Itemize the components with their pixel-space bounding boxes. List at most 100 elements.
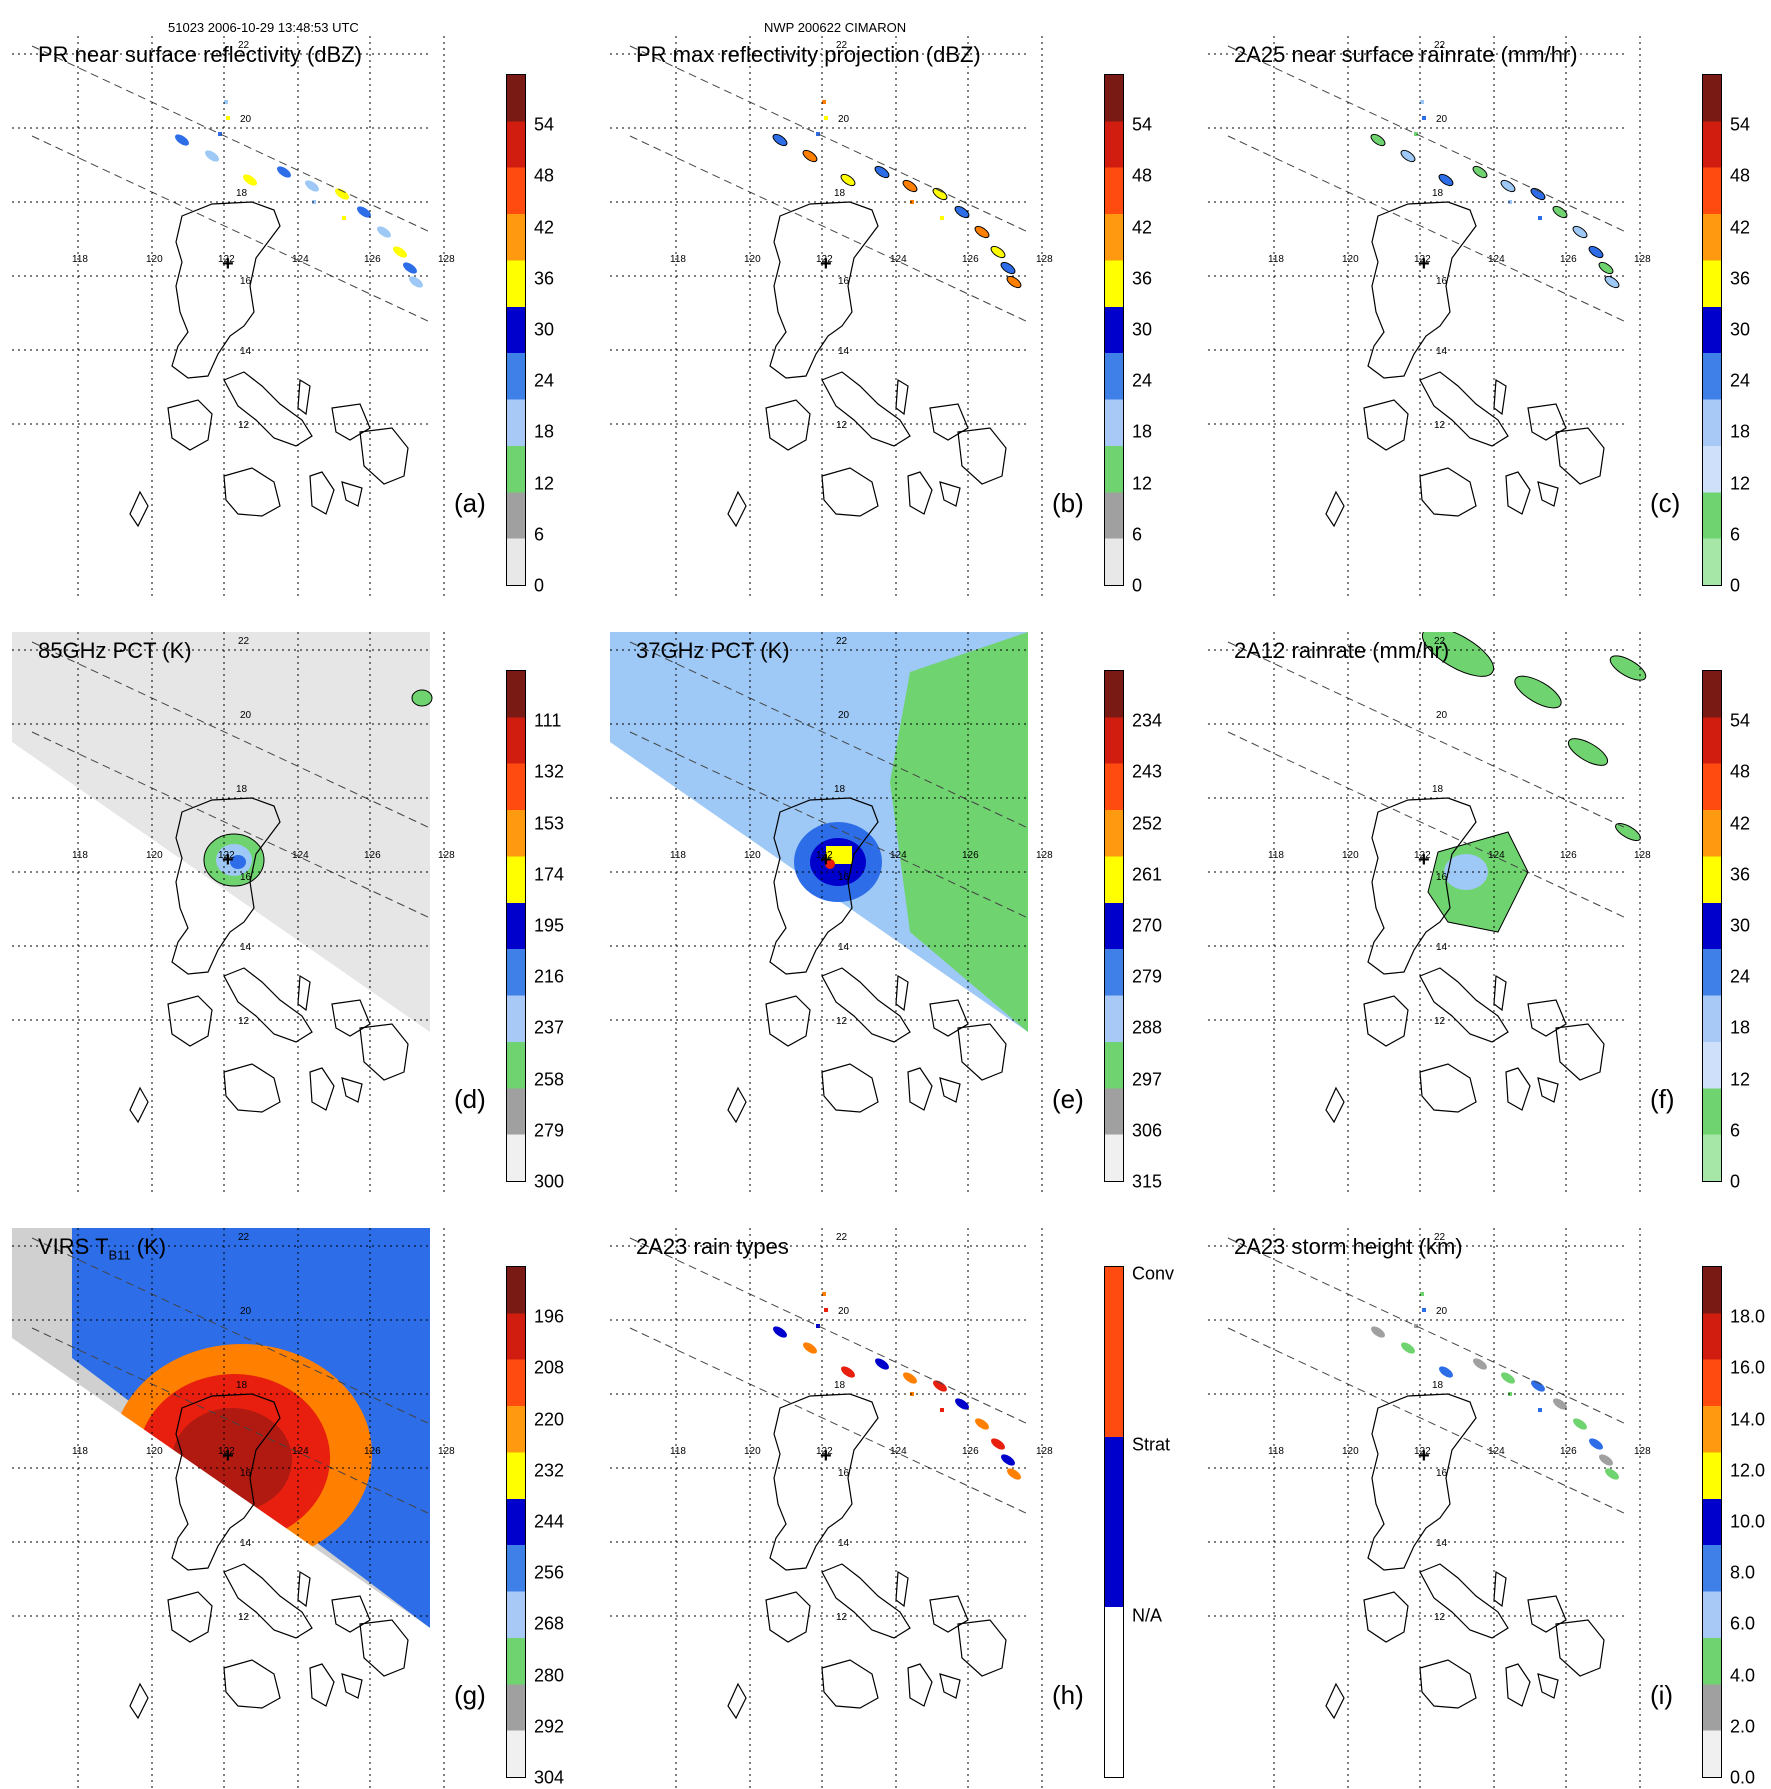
panel-letter: (e) — [1052, 1084, 1084, 1114]
lon-label: 124 — [1488, 1446, 1505, 1457]
colorbar-tick: 208 — [534, 1357, 565, 1378]
lat-label: 20 — [838, 114, 850, 125]
lat-label: 12 — [1434, 420, 1446, 431]
storm-name-header: NWP 200622 CIMARON — [764, 20, 907, 35]
panel-b: +118 120 122 124 126 128 22 20 18 16 14 12 PR max re… — [610, 36, 1190, 596]
map-a: +118 120 122 124 126 128 22 20 18 16 14 12 — [12, 36, 455, 596]
colorbar-tick: 256 — [534, 1562, 565, 1583]
lon-label: 120 — [744, 254, 761, 265]
lat-label: 22 — [1434, 40, 1446, 51]
lat-label: 22 — [238, 1232, 250, 1243]
colorbar-tick: 12.0 — [1730, 1460, 1766, 1481]
colorbar-tick: 48 — [534, 165, 555, 186]
colorbar — [1104, 1266, 1124, 1778]
colorbar-tick: 244 — [534, 1511, 565, 1532]
lat-label: 16 — [240, 1468, 252, 1479]
colorbar — [506, 1266, 526, 1778]
colorbar-tick: 18.0 — [1730, 1306, 1766, 1327]
lon-label: 126 — [1560, 254, 1577, 265]
colorbar-tick: 24 — [534, 370, 555, 391]
lat-label: 18 — [1432, 188, 1444, 199]
colorbar — [1104, 670, 1124, 1182]
colorbar — [1702, 670, 1722, 1182]
map-b: +118 120 122 124 126 128 22 20 18 16 14 12 — [610, 36, 1053, 596]
lat-label: 18 — [834, 784, 846, 795]
colorbar-tick: 237 — [534, 1017, 565, 1038]
lat-label: 14 — [240, 1538, 252, 1549]
colorbar-tick: 30 — [1730, 319, 1751, 340]
colorbar-tick: 0 — [1730, 575, 1741, 596]
lon-label: 124 — [1488, 254, 1505, 265]
lat-label: 14 — [240, 346, 252, 357]
colorbar-tick: 12 — [534, 473, 555, 494]
lat-label: 22 — [836, 1232, 848, 1243]
lat-label: 18 — [236, 1380, 248, 1391]
colorbar-tick: 6.0 — [1730, 1613, 1756, 1634]
lon-label: 124 — [1488, 850, 1505, 861]
colorbar-tick: 10.0 — [1730, 1511, 1766, 1532]
lat-label: 16 — [1436, 1468, 1448, 1479]
colorbar-tick: 315 — [1132, 1171, 1163, 1192]
lon-label: 126 — [364, 850, 381, 861]
panel-title: 2A12 rainrate (mm/hr) — [1234, 638, 1450, 663]
colorbar-tick: 288 — [1132, 1017, 1163, 1038]
colorbar-tick: 54 — [1132, 114, 1153, 135]
lat-label: 12 — [238, 1612, 250, 1623]
panel-h: +118 120 122 124 126 128 22 20 18 16 14 12 2A23 rain… — [610, 1228, 1190, 1788]
lat-label: 14 — [240, 942, 252, 953]
field-layer — [1421, 632, 1647, 933]
lon-label: 128 — [438, 254, 455, 265]
panel-title: VIRS TB11 (K) — [38, 1234, 167, 1263]
panel-f: +118 120 122 124 126 128 22 20 18 16 14 12 2A12 rain… — [1208, 632, 1771, 1192]
colorbar-tick: 48 — [1730, 761, 1751, 782]
colorbar-tick: 243 — [1132, 761, 1163, 782]
lon-label: 124 — [292, 1446, 309, 1457]
panel-letter: (i) — [1650, 1680, 1674, 1710]
lon-label: 118 — [1268, 1446, 1284, 1457]
lat-label: 12 — [836, 1016, 848, 1027]
panel-title: PR near surface reflectivity (dBZ) — [38, 42, 362, 67]
storm-center-marker: + — [222, 1445, 234, 1467]
lon-label: 118 — [670, 850, 686, 861]
lat-label: 22 — [238, 636, 250, 647]
lon-label: 126 — [364, 254, 381, 265]
colorbar-tick: 234 — [1132, 710, 1163, 731]
colorbar-tick: 8.0 — [1730, 1562, 1756, 1583]
panel-title: PR max reflectivity projection (dBZ) — [636, 42, 981, 67]
colorbar-tick: 6 — [1730, 524, 1741, 545]
field-layer — [1370, 100, 1620, 289]
lon-label: 128 — [1634, 1446, 1651, 1457]
lon-label: 122 — [218, 254, 235, 265]
colorbar-tick: 220 — [534, 1409, 565, 1430]
lat-label: 14 — [838, 346, 850, 357]
lat-label: 20 — [1436, 1306, 1448, 1317]
storm-center-marker: + — [222, 849, 234, 871]
panel-letter: (f) — [1650, 1084, 1675, 1114]
colorbar-tick: 54 — [1730, 114, 1751, 135]
lon-label: 122 — [1414, 1446, 1431, 1457]
colorbar-tick: 306 — [1132, 1120, 1163, 1141]
coastline — [129, 201, 409, 528]
field-layer — [1371, 1292, 1619, 1480]
panel-letter: (a) — [454, 488, 486, 518]
coastline — [129, 797, 409, 1124]
panel-letter: (h) — [1052, 1680, 1084, 1710]
colorbar-tick: 12 — [1730, 473, 1751, 494]
lat-label: 20 — [838, 710, 850, 721]
colorbar-tick: 54 — [534, 114, 555, 135]
panel-title: 37GHz PCT (K) — [636, 638, 790, 663]
coastline — [1325, 797, 1605, 1124]
lon-label: 128 — [438, 850, 455, 861]
colorbar-tick: 18 — [1730, 1017, 1751, 1038]
field-layer — [12, 632, 433, 1032]
colorbar-tick: 54 — [1730, 710, 1751, 731]
lat-label: 20 — [838, 1306, 850, 1317]
colorbar-tick: 42 — [534, 217, 555, 238]
map-c: +118 120 122 124 126 128 22 20 18 16 14 12 — [1208, 36, 1651, 596]
colorbar-tick: 24 — [1730, 966, 1751, 987]
lat-label: 12 — [238, 420, 250, 431]
coastline — [727, 201, 1007, 528]
colorbar-tick: 252 — [1132, 813, 1163, 834]
map-d: +118 120 122 124 126 128 22 20 18 16 14 12 — [12, 632, 455, 1192]
lat-label: 20 — [240, 1306, 252, 1317]
